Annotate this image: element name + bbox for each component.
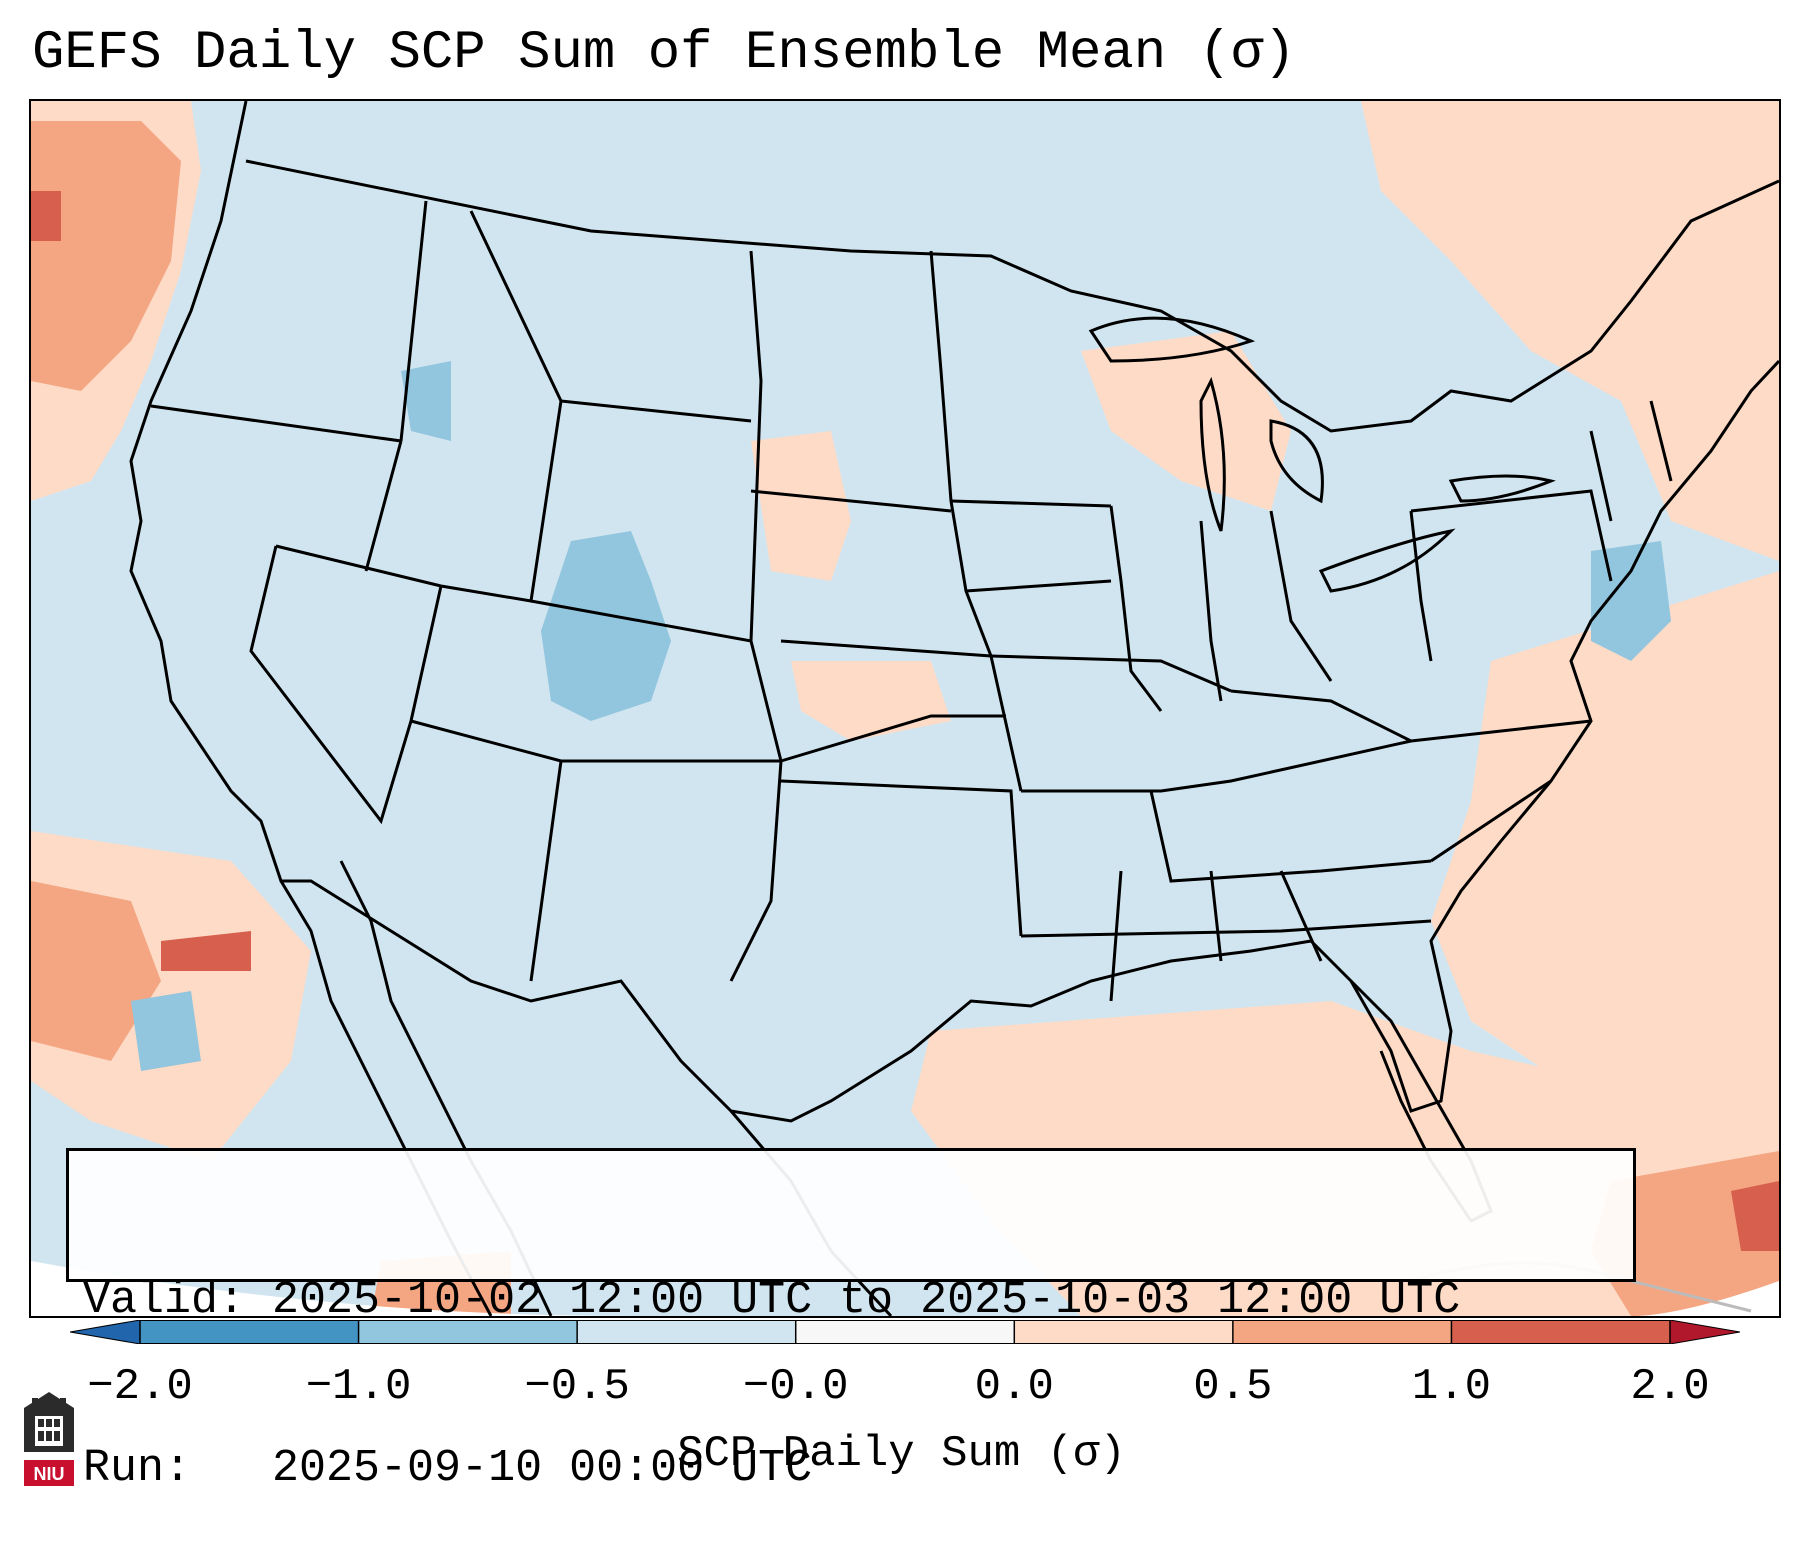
colorbar-tick-label: 0.5 bbox=[1193, 1362, 1273, 1412]
colorbar-extend-low bbox=[70, 1320, 141, 1344]
colorbar-segment bbox=[1014, 1320, 1234, 1344]
colorbar-segment bbox=[795, 1320, 1015, 1344]
us-canada-border bbox=[245, 159, 1779, 433]
colorbar bbox=[70, 1320, 1740, 1344]
colorbar-tick-label: −0.0 bbox=[742, 1362, 849, 1412]
map-panel[interactable] bbox=[29, 99, 1781, 1318]
anomaly-area-pacific-nw-strong bbox=[31, 121, 181, 391]
anomaly-area-colorado bbox=[541, 531, 671, 721]
anomaly-area-idaho bbox=[401, 361, 451, 441]
colorbar-segment bbox=[1451, 1320, 1671, 1344]
colorbar-tick-label: 1.0 bbox=[1411, 1362, 1492, 1412]
niu-logo-icon: NIU bbox=[20, 1390, 78, 1490]
colorbar-label: SCP Daily Sum (σ) bbox=[677, 1429, 1126, 1479]
colorbar-tick-label: 2.0 bbox=[1630, 1362, 1710, 1412]
map-title: GEFS Daily SCP Sum of Ensemble Mean (σ) bbox=[32, 23, 1296, 84]
great-lakes bbox=[1088, 316, 1556, 593]
anomaly-area-plains bbox=[751, 431, 851, 581]
valid-run-info-box: Valid: 2025-10-02 12:00 UTC to 2025-10-0… bbox=[66, 1148, 1636, 1494]
run-time-text: Run: 2025-09-10 00:00 UTC bbox=[83, 1443, 813, 1494]
valid-time-text: Valid: 2025-10-02 12:00 UTC to 2025-10-0… bbox=[83, 1275, 1461, 1326]
map-canvas bbox=[31, 101, 1779, 1316]
anomaly-area-mexico-pacific bbox=[131, 991, 201, 1071]
state-boundaries bbox=[150, 200, 1673, 1002]
colorbar-tick-label: −0.5 bbox=[524, 1362, 630, 1412]
colorbar-tick-label: −1.0 bbox=[305, 1362, 412, 1412]
colorbar-tick-label: −2.0 bbox=[87, 1362, 193, 1412]
colorbar-segment bbox=[577, 1320, 797, 1344]
anomaly-area-great-lakes bbox=[1081, 331, 1291, 511]
colorbar-segment bbox=[140, 1320, 360, 1344]
anomaly-area-atlantic bbox=[1431, 571, 1779, 1141]
colorbar-segment bbox=[1232, 1320, 1452, 1344]
logo-text: NIU bbox=[34, 1464, 65, 1484]
anomaly-area-pacific-nw-core bbox=[31, 191, 61, 241]
anomaly-area-eastern-pacific-band bbox=[161, 931, 251, 971]
domain-edge-bottom-left bbox=[31, 1261, 631, 1316]
anomaly-area-canada-east bbox=[1361, 101, 1779, 561]
anomaly-area-west-atlantic bbox=[1591, 541, 1671, 661]
anomaly-area-eastern-pacific-strong bbox=[31, 881, 161, 1061]
us-outline bbox=[129, 101, 1779, 1123]
colorbar-tick-label: 0.0 bbox=[974, 1362, 1054, 1412]
colorbar-segment bbox=[358, 1320, 578, 1344]
colorbar-extend-high bbox=[1669, 1320, 1740, 1344]
anomaly-area-caribbean-core bbox=[1731, 1181, 1779, 1251]
